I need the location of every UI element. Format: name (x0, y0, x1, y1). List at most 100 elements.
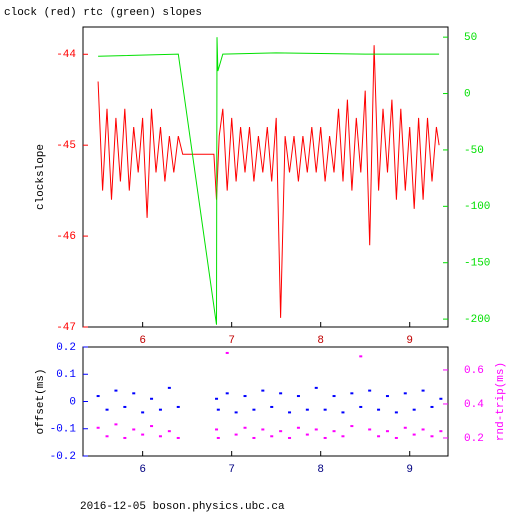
point (412, 408, 416, 411)
point (243, 426, 247, 429)
x-tick-label: 7 (228, 464, 235, 476)
point (305, 408, 309, 411)
point (123, 405, 127, 408)
y-tick-label: -0.1 (50, 424, 77, 436)
y2-tick-label: -150 (464, 258, 490, 270)
point (252, 408, 256, 411)
point (394, 436, 398, 439)
y-tick-label: 0.1 (56, 369, 76, 381)
point (216, 408, 220, 411)
point (141, 411, 145, 414)
point (158, 435, 162, 438)
y2-tick-label: -200 (464, 314, 490, 326)
point (332, 395, 336, 398)
x-tick-label: 6 (139, 335, 146, 347)
point (430, 435, 434, 438)
point (359, 405, 363, 408)
x-tick-label: 9 (406, 464, 413, 476)
y-tick-label: -0.2 (50, 451, 76, 463)
point (368, 428, 372, 431)
point (114, 389, 118, 392)
point (305, 433, 309, 436)
y-tick-label: 0.2 (56, 342, 76, 354)
point (314, 428, 318, 431)
point (234, 433, 238, 436)
point (114, 423, 118, 426)
point (225, 392, 229, 395)
point (421, 389, 425, 392)
point (421, 428, 425, 431)
point (350, 392, 354, 395)
x-tick-label: 8 (317, 335, 324, 347)
footer: 2016-12-05 boson.physics.ubc.ca (80, 501, 285, 512)
point (332, 430, 336, 433)
point (132, 428, 136, 431)
point (403, 426, 407, 429)
point (261, 428, 265, 431)
y2-tick-label: 0 (464, 88, 471, 100)
y-tick-label: 0 (69, 396, 76, 408)
y2-tick-label: 0.4 (464, 399, 484, 411)
point (296, 426, 300, 429)
line (97, 45, 440, 318)
point (225, 351, 229, 354)
point (439, 430, 443, 433)
point (359, 355, 363, 358)
point (288, 436, 292, 439)
point (385, 395, 389, 398)
y-axis-label: clockslope (35, 144, 47, 210)
point (341, 435, 345, 438)
point (105, 408, 109, 411)
y-tick-label: -44 (56, 49, 76, 61)
point (439, 397, 443, 400)
point (314, 386, 318, 389)
point (105, 435, 109, 438)
point (215, 397, 219, 400)
y2-tick-label: -50 (464, 145, 484, 157)
point (368, 389, 372, 392)
point (96, 395, 100, 398)
point (167, 430, 171, 433)
y2-tick-label: 50 (464, 32, 477, 44)
y-axis-label: offset(ms) (35, 368, 47, 434)
line (98, 37, 440, 325)
y2-axis-label: rnd-trip(ms) (495, 362, 507, 441)
y-tick-label: -47 (56, 322, 76, 334)
point (96, 426, 100, 429)
y-tick-label: -46 (56, 231, 76, 243)
point (403, 392, 407, 395)
point (279, 430, 283, 433)
point (215, 428, 219, 431)
y2-tick-label: 0.2 (464, 433, 484, 445)
point (176, 436, 180, 439)
point (150, 397, 154, 400)
point (243, 395, 247, 398)
point (323, 436, 327, 439)
point (158, 408, 162, 411)
point (323, 408, 327, 411)
point (350, 425, 354, 428)
point (141, 433, 145, 436)
x-tick-label: 7 (228, 335, 235, 347)
y2-tick-label: -100 (464, 201, 490, 213)
point (252, 436, 256, 439)
point (377, 435, 381, 438)
x-tick-label: 6 (139, 464, 146, 476)
point (270, 435, 274, 438)
point (430, 405, 434, 408)
point (412, 433, 416, 436)
point (394, 411, 398, 414)
point (270, 405, 274, 408)
point (279, 392, 283, 395)
point (261, 389, 265, 392)
point (132, 392, 136, 395)
chart-title: clock (red) rtc (green) slopes (4, 7, 202, 19)
point (296, 395, 300, 398)
point (288, 411, 292, 414)
point (176, 405, 180, 408)
point (167, 386, 171, 389)
point (341, 411, 345, 414)
x-tick-label: 9 (406, 335, 413, 347)
